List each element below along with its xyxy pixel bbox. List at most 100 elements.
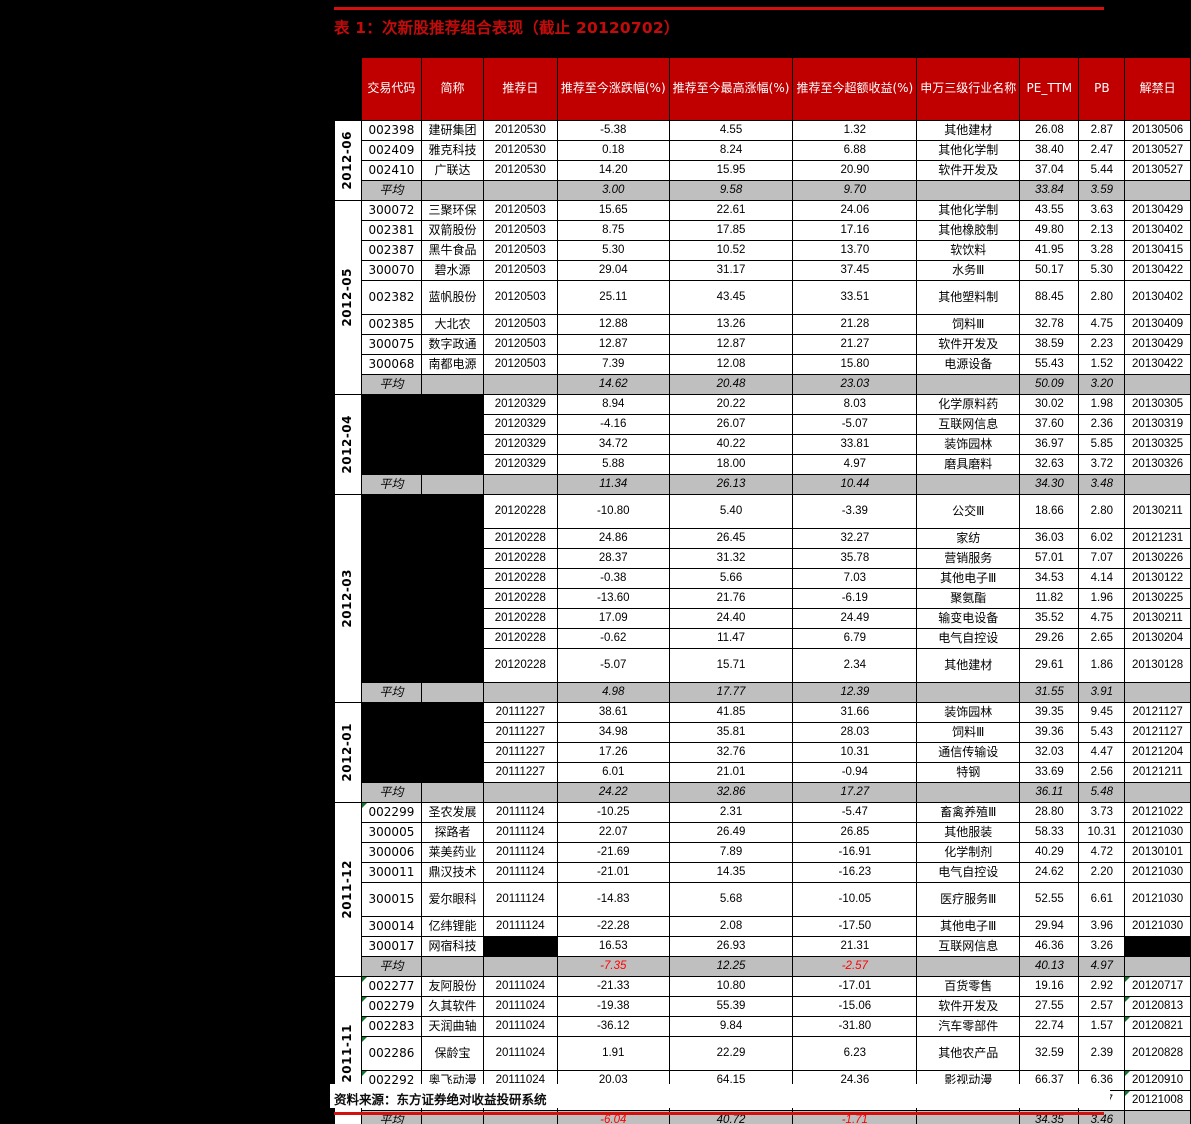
cell-pb: 2.47 [1078, 140, 1126, 161]
cell-max-change: 11.47 [668, 628, 794, 649]
average-excess-return: 17.27 [792, 782, 918, 803]
cell-excess-return: -17.50 [792, 916, 918, 937]
cell-code: 300006 [360, 842, 423, 863]
cell-excess-return: -31.80 [792, 1016, 918, 1037]
bottom-rule [334, 1112, 1104, 1115]
cell-unlock-date: 20130409 [1124, 314, 1191, 335]
cell-industry: 其他化学制 [916, 140, 1021, 161]
cell-code: 300075 [360, 334, 423, 355]
table-row: 20111227 6.01 21.01 -0.94 特钢 33.69 2.56 2012121… [335, 762, 1191, 783]
average-max-change: 9.58 [668, 180, 794, 201]
cell-name: 建研集团 [421, 120, 484, 141]
cell-excess-return: 24.06 [792, 200, 918, 221]
cell-excess-return: 21.28 [792, 314, 918, 335]
cell-code: 300070 [360, 260, 423, 281]
cell-pb: 7.07 [1078, 548, 1126, 569]
cell-rec-date: 20120329 [482, 414, 558, 435]
cell-name: 圣农发展 [421, 802, 484, 823]
cell-excess-return: 35.78 [792, 548, 918, 569]
cell-unlock-date: 20130422 [1124, 260, 1191, 281]
cell-code [360, 494, 423, 529]
cell-max-change: 31.32 [668, 548, 794, 569]
cell-pe-ttm: 32.03 [1019, 742, 1080, 763]
cell-industry: 其他塑料制 [916, 280, 1021, 315]
cell-change: -22.28 [556, 916, 670, 937]
cell-rec-date: 20111024 [482, 1016, 558, 1037]
cell-industry: 软饮料 [916, 240, 1021, 261]
cell-industry: 软件开发及 [916, 996, 1021, 1017]
cell-rec-date: 20111227 [482, 762, 558, 783]
cell-pe-ttm: 29.26 [1019, 628, 1080, 649]
cell-name: 友阿股份 [421, 976, 484, 997]
cell-code: 002283 [360, 1016, 423, 1037]
cell-change: 12.87 [556, 334, 670, 355]
cell-unlock-date: 20130122 [1124, 568, 1191, 589]
cell-name: 探路者 [421, 822, 484, 843]
cell-change: 8.94 [556, 394, 670, 415]
month-label-text: 2012-03 [340, 569, 355, 628]
cell-industry: 通信传输设 [916, 742, 1021, 763]
cell-code [360, 548, 423, 569]
col-header-industry: 申万三级行业名称 [916, 57, 1021, 121]
cell-change: 14.20 [556, 160, 670, 181]
cell-change: -0.38 [556, 568, 670, 589]
cell-excess-return: -6.19 [792, 588, 918, 609]
cell-excess-return: 24.49 [792, 608, 918, 629]
table-row: 002409 雅克科技 20120530 0.18 8.24 6.88 其他化学制 38.40… [335, 140, 1191, 161]
cell-unlock-date: 20121127 [1124, 702, 1191, 723]
cell-code: 002382 [360, 280, 423, 315]
cell-pe-ttm: 40.29 [1019, 842, 1080, 863]
cell-max-change: 17.85 [668, 220, 794, 241]
cell-excess-return: -15.06 [792, 996, 918, 1017]
cell-rec-date: 20120228 [482, 548, 558, 569]
cell-name: 黑牛食品 [421, 240, 484, 261]
cell-pb: 2.36 [1078, 414, 1126, 435]
cell-change: 5.30 [556, 240, 670, 261]
cell-max-change: 21.76 [668, 588, 794, 609]
cell-pb: 4.75 [1078, 314, 1126, 335]
cell-name: 蓝帆股份 [421, 280, 484, 315]
cell-pb: 2.56 [1078, 762, 1126, 783]
cell-note-flag-icon [362, 997, 367, 1002]
average-rec-date-blank [482, 782, 558, 803]
cell-industry: 营销服务 [916, 548, 1021, 569]
month-label-2011-11: 2011-11 [334, 976, 362, 1124]
table-row: 002385 大北农 20120503 12.88 13.26 21.28 饲料Ⅲ 32.78… [335, 314, 1191, 335]
cell-name [421, 454, 484, 475]
cell-max-change: 4.55 [668, 120, 794, 141]
cell-unlock-date: 20130527 [1124, 160, 1191, 181]
col-header-pe-ttm: PE_TTM [1019, 57, 1080, 121]
table-header: 交易代码 简称 推荐日 推荐至今涨跌幅(%) 推荐至今最高涨幅(%) 推荐至今超… [334, 57, 1191, 121]
cell-pb: 5.44 [1078, 160, 1126, 181]
cell-change: -5.07 [556, 648, 670, 683]
cell-pe-ttm: 38.40 [1019, 140, 1080, 161]
cell-code [360, 702, 423, 723]
cell-change: -21.33 [556, 976, 670, 997]
table-row: 002381 双箭股份 20120503 8.75 17.85 17.16 其他橡胶制 49.… [335, 220, 1191, 241]
cell-name [421, 494, 484, 529]
cell-rec-date: 20120228 [482, 494, 558, 529]
cell-pe-ttm: 34.53 [1019, 568, 1080, 589]
cell-industry: 公交Ⅲ [916, 494, 1021, 529]
cell-code [360, 394, 423, 415]
cell-note-flag-icon [362, 803, 367, 808]
cell-name: 天润曲轴 [421, 1016, 484, 1037]
table-row: 300011 鼎汉技术 20111124 -21.01 14.35 -16.23 电气自控设… [335, 862, 1191, 883]
average-pe-ttm: 36.11 [1019, 782, 1080, 803]
cell-pb: 6.61 [1078, 882, 1126, 917]
cell-pb: 4.72 [1078, 842, 1126, 863]
cell-pe-ttm: 28.80 [1019, 802, 1080, 823]
cell-excess-return: 20.90 [792, 160, 918, 181]
cell-excess-return: 33.81 [792, 434, 918, 455]
cell-pe-ttm: 88.45 [1019, 280, 1080, 315]
cell-industry: 磨具磨料 [916, 454, 1021, 475]
cell-pe-ttm: 24.62 [1019, 862, 1080, 883]
cell-code: 300005 [360, 822, 423, 843]
cell-change: 17.09 [556, 608, 670, 629]
col-header-pb: PB [1078, 57, 1126, 121]
cell-name: 久其软件 [421, 996, 484, 1017]
average-name-blank [421, 374, 484, 395]
average-unlock-blank [1124, 474, 1191, 495]
cell-excess-return: 33.51 [792, 280, 918, 315]
cell-pe-ttm: 39.35 [1019, 702, 1080, 723]
